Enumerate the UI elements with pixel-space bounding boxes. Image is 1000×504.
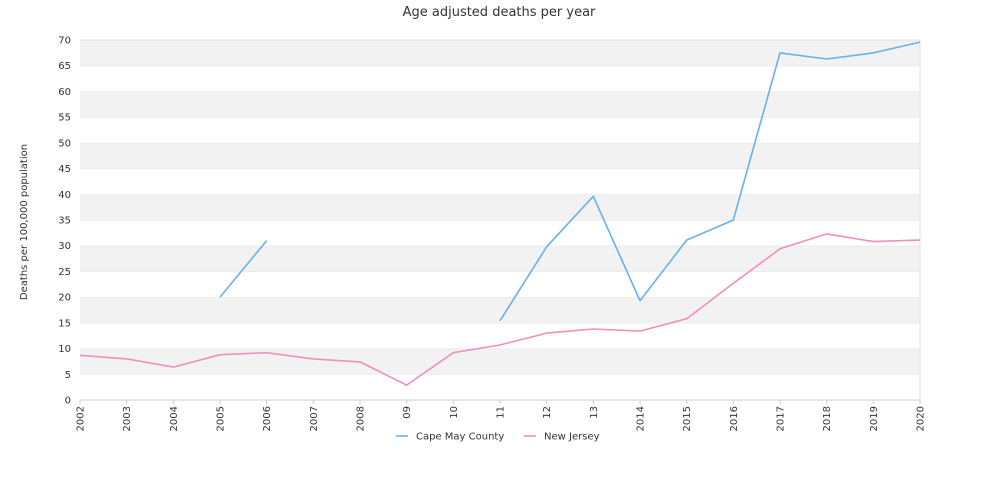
x-axis-ticks: 2002 2003 2004 2005 2006 2007 2008 09 10 11 12 13 20… xyxy=(76,400,927,431)
x-tick-label: 2004 xyxy=(169,406,180,431)
legend-item: New Jersey xyxy=(524,432,600,443)
grid-band xyxy=(80,91,920,118)
x-tick-label: 12 xyxy=(542,406,553,419)
x-tick-label: 2014 xyxy=(636,406,647,431)
grid-band xyxy=(80,142,920,169)
grid-band xyxy=(80,374,920,400)
y-tick-label: 35 xyxy=(58,216,71,227)
legend-item: Cape May County xyxy=(396,432,504,443)
legend-label: Cape May County xyxy=(416,432,504,443)
x-tick-label: 2019 xyxy=(869,406,880,431)
y-tick-label: 0 xyxy=(65,396,71,407)
grid-bands xyxy=(80,39,921,401)
x-tick-label: 2003 xyxy=(122,406,133,431)
y-tick-label: 40 xyxy=(58,190,71,201)
legend-label: New Jersey xyxy=(544,432,600,443)
x-tick-label: 2020 xyxy=(916,406,927,431)
grid-band xyxy=(80,117,920,143)
grid-band xyxy=(80,65,920,92)
x-tick-label: 2005 xyxy=(216,406,227,431)
x-tick-label: 2008 xyxy=(356,406,367,431)
grid-band xyxy=(80,194,920,220)
series-line xyxy=(219,240,268,298)
x-tick-label: 2015 xyxy=(682,406,693,431)
x-tick-label: 09 xyxy=(402,406,413,419)
x-tick-label: 2006 xyxy=(262,406,273,431)
y-tick-label: 25 xyxy=(58,267,71,278)
x-tick-label: 13 xyxy=(589,406,600,419)
grid-band xyxy=(80,168,920,195)
series-line xyxy=(499,41,921,322)
chart-title: Age adjusted deaths per year xyxy=(403,5,596,20)
grid-band xyxy=(80,297,920,323)
x-tick-label: 10 xyxy=(449,406,460,419)
grid-band xyxy=(80,348,920,375)
y-axis-ticks: 0 5 10 15 20 25 30 35 40 45 50 55 60 65 70 xyxy=(58,36,71,407)
y-tick-label: 15 xyxy=(58,318,71,329)
y-tick-label: 70 xyxy=(58,36,71,47)
y-tick-label: 5 xyxy=(65,370,71,381)
grid-band xyxy=(80,245,920,272)
x-tick-label: 2016 xyxy=(729,406,740,431)
y-tick-label: 65 xyxy=(58,61,71,72)
y-tick-label: 20 xyxy=(58,293,71,304)
x-tick-label: 2017 xyxy=(776,406,787,431)
y-tick-label: 10 xyxy=(58,344,71,355)
x-tick-label: 2002 xyxy=(76,406,87,431)
y-tick-label: 30 xyxy=(58,241,71,252)
grid-band xyxy=(80,271,920,298)
y-tick-label: 55 xyxy=(58,113,71,124)
y-axis-label: Deaths per 100,000 population xyxy=(19,144,30,300)
series-line xyxy=(79,233,921,386)
y-tick-label: 60 xyxy=(58,87,71,98)
y-tick-label: 50 xyxy=(58,138,71,149)
y-tick-label: 45 xyxy=(58,164,71,175)
grid-band xyxy=(80,220,920,246)
x-tick-label: 2007 xyxy=(309,406,320,431)
x-tick-label: 11 xyxy=(496,406,507,419)
legend: Cape May County New Jersey xyxy=(396,432,600,443)
x-tick-label: 2018 xyxy=(822,406,833,431)
grid-band xyxy=(80,40,920,66)
series-lines xyxy=(79,41,921,386)
